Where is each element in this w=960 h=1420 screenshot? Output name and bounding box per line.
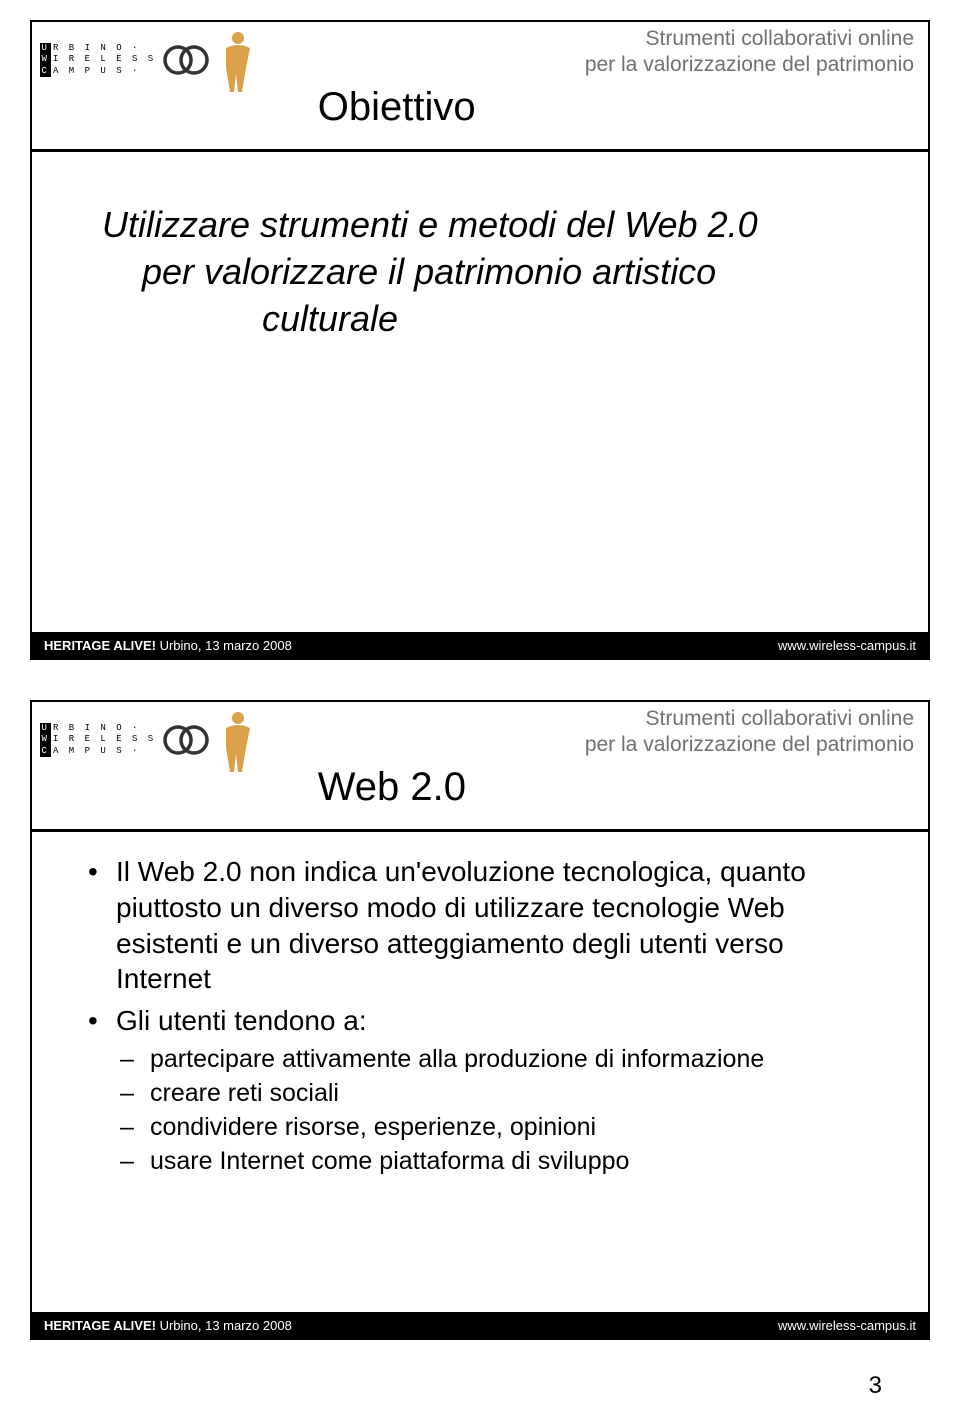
list-item: condividere risorse, esperienze, opinion… — [116, 1111, 878, 1143]
tagline-2: per la valorizzazione del patrimonio — [288, 52, 914, 78]
slide-web20: UR B I N O · WI R E L E S S CA M P U S ·… — [30, 700, 930, 1340]
header-tagline: Strumenti collaborativi online per la va… — [288, 702, 928, 759]
tagline-1: Strumenti collaborativi online — [288, 706, 914, 732]
rings-icon — [162, 40, 210, 80]
figure-icon — [216, 708, 260, 772]
list-item: partecipare attivamente alla produzione … — [116, 1043, 878, 1075]
header-right: Strumenti collaborativi online per la va… — [268, 702, 928, 818]
footer-left: HERITAGE ALIVE! Urbino, 13 marzo 2008 — [44, 1318, 292, 1333]
footer-event: HERITAGE ALIVE! — [44, 1318, 156, 1333]
slide-body: Il Web 2.0 non indica un'evoluzione tecn… — [32, 832, 928, 1312]
header-right: Strumenti collaborativi online per la va… — [268, 22, 928, 138]
footer-date: Urbino, 13 marzo 2008 — [156, 638, 292, 653]
footer-left: HERITAGE ALIVE! Urbino, 13 marzo 2008 — [44, 638, 292, 653]
list-item: Il Web 2.0 non indica un'evoluzione tecn… — [82, 854, 878, 997]
tagline-1: Strumenti collaborativi online — [288, 26, 914, 52]
sub-list: partecipare attivamente alla produzione … — [116, 1043, 878, 1177]
slide-header: UR B I N O · WI R E L E S S CA M P U S ·… — [32, 702, 928, 832]
objective-line-3: culturale — [82, 296, 878, 343]
header-tagline: Strumenti collaborativi online per la va… — [288, 22, 928, 79]
figure-icon — [216, 28, 260, 92]
footer-url: www.wireless-campus.it — [778, 1318, 916, 1333]
logo-block: UR B I N O · WI R E L E S S CA M P U S · — [32, 22, 268, 92]
slide-footer: HERITAGE ALIVE! Urbino, 13 marzo 2008 ww… — [32, 1312, 928, 1338]
slide-body: Utilizzare strumenti e metodi del Web 2.… — [32, 152, 928, 632]
objective-line-2: per valorizzare il patrimonio artistico — [82, 249, 878, 296]
tagline-2: per la valorizzazione del patrimonio — [288, 732, 914, 758]
page-number: 3 — [30, 1372, 930, 1400]
logo-block: UR B I N O · WI R E L E S S CA M P U S · — [32, 702, 268, 772]
footer-url: www.wireless-campus.it — [778, 638, 916, 653]
objective-text: Utilizzare strumenti e metodi del Web 2.… — [82, 202, 878, 342]
slide-obiettivo: UR B I N O · WI R E L E S S CA M P U S ·… — [30, 20, 930, 660]
slide-footer: HERITAGE ALIVE! Urbino, 13 marzo 2008 ww… — [32, 632, 928, 658]
footer-event: HERITAGE ALIVE! — [44, 638, 156, 653]
bullet-list: Il Web 2.0 non indica un'evoluzione tecn… — [82, 854, 878, 1177]
list-item: Gli utenti tendono a: partecipare attiva… — [82, 1003, 878, 1177]
logo-text: UR B I N O · WI R E L E S S CA M P U S · — [40, 723, 156, 757]
objective-line-1: Utilizzare strumenti e metodi del Web 2.… — [82, 202, 878, 249]
slide-title: Obiettivo — [288, 79, 476, 138]
slide-header: UR B I N O · WI R E L E S S CA M P U S ·… — [32, 22, 928, 152]
rings-icon — [162, 720, 210, 760]
list-item: usare Internet come piattaforma di svilu… — [116, 1145, 878, 1177]
slide-title: Web 2.0 — [288, 759, 466, 818]
list-item: creare reti sociali — [116, 1077, 878, 1109]
footer-date: Urbino, 13 marzo 2008 — [156, 1318, 292, 1333]
logo-text: UR B I N O · WI R E L E S S CA M P U S · — [40, 43, 156, 77]
